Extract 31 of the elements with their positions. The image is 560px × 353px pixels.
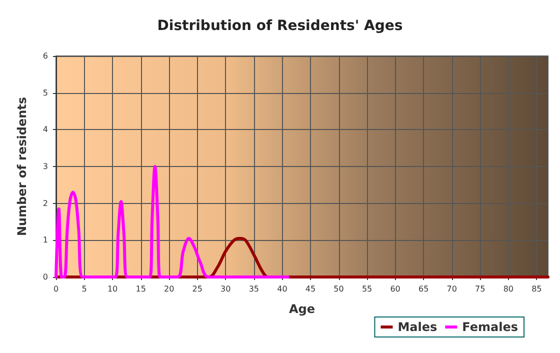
x-tick-label: 5 <box>82 284 87 294</box>
y-tick-label: 0 <box>42 272 48 282</box>
x-tick-label: 60 <box>390 284 400 294</box>
y-tick-label: 1 <box>42 236 48 245</box>
x-tick-label: 10 <box>107 284 118 294</box>
chart-title: Distribution of Residents' Ages <box>157 18 403 34</box>
y-tick-label: 2 <box>42 198 48 208</box>
x-tick-label: 70 <box>446 284 457 294</box>
x-tick-label: 0 <box>53 284 59 294</box>
x-axis-title: Age <box>288 302 316 316</box>
x-tick-label: 25 <box>192 284 202 294</box>
x-tick-label: 40 <box>277 284 288 294</box>
x-tick-label: 50 <box>334 284 344 294</box>
x-tick-label: 85 <box>532 284 542 294</box>
y-tick-label: 3 <box>42 162 48 171</box>
y-tick-label: 4 <box>42 125 48 134</box>
x-tick-label: 55 <box>362 284 372 294</box>
x-tick-label: 30 <box>220 284 231 294</box>
legend-label: Males <box>398 320 438 334</box>
x-tick-label: 65 <box>418 284 429 294</box>
x-tick-label: 80 <box>503 284 514 294</box>
line-series <box>54 165 290 278</box>
x-tick-label: 20 <box>164 284 174 294</box>
x-tick-label: 35 <box>248 284 260 294</box>
x-tick-label: 75 <box>475 284 486 294</box>
y-axis-title: Number of residents <box>15 96 29 236</box>
x-tick-label: 45 <box>305 284 316 294</box>
y-tick-label: 5 <box>42 88 48 98</box>
legend-label: Females <box>462 320 518 334</box>
x-tick-label: 15 <box>136 284 146 294</box>
y-tick-label: 6 <box>42 52 48 60</box>
